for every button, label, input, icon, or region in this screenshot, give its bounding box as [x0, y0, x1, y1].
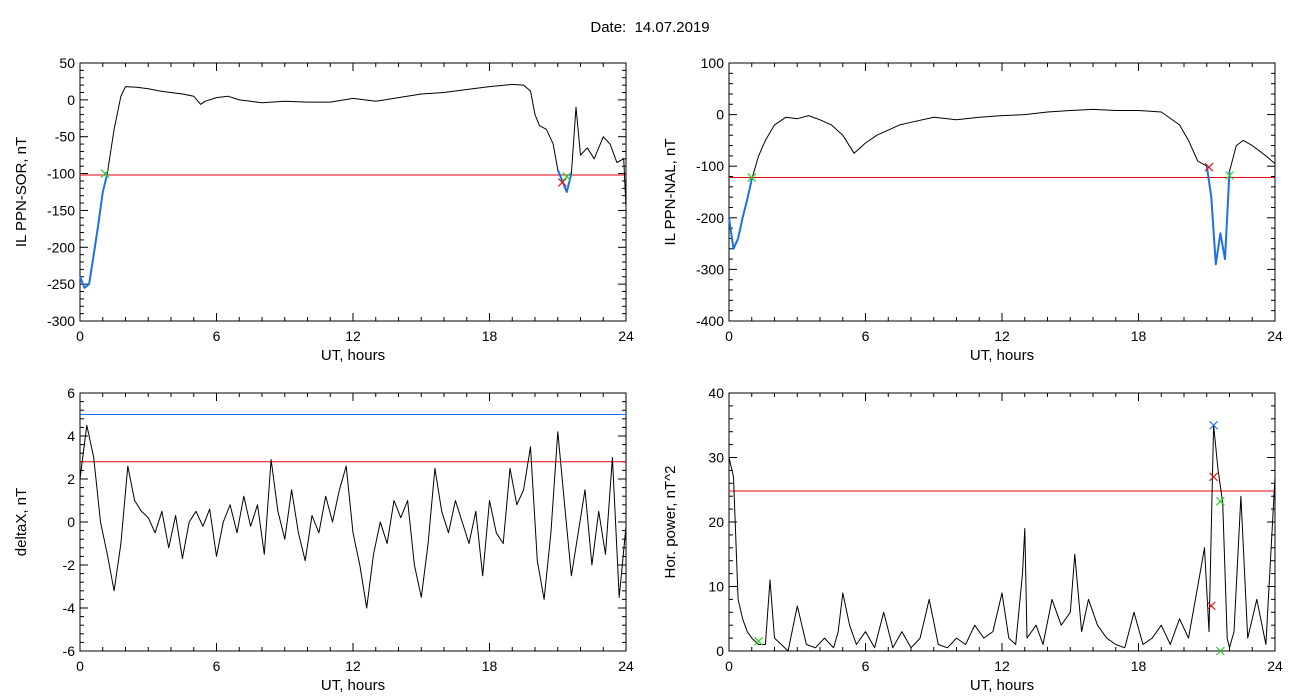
y-axis-title: IL PPN-NAL, nT — [662, 139, 679, 246]
y-axis-title: deltaX, nT — [13, 488, 30, 556]
y-tick-label: -100 — [47, 166, 75, 182]
y-axis-title: IL PPN-SOR, nT — [13, 137, 30, 247]
plot-frame — [79, 392, 627, 652]
x-tick-label: 6 — [862, 328, 870, 344]
x-tick-label: 18 — [1131, 328, 1147, 344]
y-tick-label: 0 — [716, 107, 724, 123]
cross-marker — [1209, 420, 1218, 430]
y-tick-label: 0 — [67, 92, 75, 108]
x-axis-title: UT, hours — [970, 347, 1034, 364]
cross-marker — [1209, 472, 1218, 482]
date-value: 14.07.2019 — [634, 19, 710, 36]
x-tick-label: 24 — [618, 328, 634, 344]
series-line-0 — [79, 83, 627, 289]
chart-nal: 0 6 12 18 24 -400 -300 -200 -100 0 100 UT, hours IL … — [662, 55, 1283, 364]
x-tick-label: 12 — [994, 658, 1010, 674]
x-axis-title: UT, hours — [970, 677, 1034, 694]
cross-stroke-b — [557, 177, 567, 187]
cross-marker — [1215, 646, 1225, 656]
x-tick-label: 24 — [1267, 658, 1283, 674]
chart-sor: 0 6 12 18 24 -300 -250 -200 -150 -100 -50 0 50 UT, ho… — [13, 55, 634, 364]
cross-stroke-b — [100, 169, 110, 178]
cross-marker — [557, 177, 567, 187]
x-tick-label: 6 — [213, 658, 221, 674]
cross-stroke-b — [1209, 472, 1218, 482]
y-tick-label: -150 — [47, 202, 75, 218]
y-tick-label: 30 — [708, 450, 724, 466]
x-tick-label: 18 — [1131, 658, 1147, 674]
cross-stroke-b — [1206, 601, 1216, 611]
x-tick-label: 24 — [618, 658, 634, 674]
x-tick-label: 12 — [994, 328, 1010, 344]
date-title: Date: 14.07.2019 — [0, 19, 1300, 36]
y-tick-label: -50 — [55, 129, 75, 145]
y-tick-label: -100 — [696, 158, 724, 174]
x-tick-label: 18 — [482, 328, 498, 344]
x-tick-label: 0 — [725, 658, 733, 674]
cross-marker — [100, 169, 110, 178]
cross-stroke-b — [562, 172, 572, 181]
series-line-2 — [556, 169, 573, 193]
cross-stroke-b — [754, 636, 763, 646]
y-tick-label: -2 — [63, 557, 76, 573]
series-line-1 — [79, 173, 109, 289]
cross-marker — [562, 172, 572, 181]
x-tick-label: 24 — [1267, 328, 1283, 344]
cross-marker — [747, 173, 757, 182]
y-axis-title: Hor. power, nT^2 — [662, 466, 679, 579]
x-axis-title: UT, hours — [321, 677, 385, 694]
y-tick-label: 20 — [708, 514, 724, 530]
cross-marker — [1215, 496, 1225, 506]
plot-frame — [79, 62, 627, 322]
cross-stroke-b — [1215, 646, 1225, 656]
y-tick-label: -6 — [63, 643, 76, 659]
y-tick-label: -400 — [696, 313, 724, 329]
cross-stroke-b — [1209, 420, 1218, 430]
x-axis-title: UT, hours — [321, 347, 385, 364]
y-tick-label: 50 — [59, 55, 75, 71]
y-tick-label: -250 — [47, 276, 75, 292]
cross-stroke-b — [747, 173, 757, 182]
y-tick-label: 40 — [708, 385, 724, 401]
cross-marker — [1206, 601, 1216, 611]
cross-marker — [1225, 171, 1234, 180]
x-tick-label: 6 — [862, 658, 870, 674]
y-tick-label: -300 — [696, 261, 724, 277]
cross-marker — [1204, 162, 1214, 172]
cross-marker — [754, 636, 763, 646]
cross-stroke-b — [1204, 162, 1214, 172]
y-tick-label: 2 — [67, 471, 75, 487]
chart-power: 0 6 12 18 24 0 10 20 30 40 UT, hours Hor. power, nT… — [662, 385, 1283, 694]
x-tick-label: 0 — [76, 328, 84, 344]
y-tick-label: 0 — [67, 514, 75, 530]
cross-stroke-b — [1225, 171, 1234, 180]
y-tick-label: 0 — [716, 643, 724, 659]
y-tick-label: 4 — [67, 428, 75, 444]
x-tick-label: 18 — [482, 658, 498, 674]
series-line-0 — [728, 424, 1276, 652]
x-tick-label: 0 — [76, 658, 84, 674]
series-line-0 — [79, 424, 627, 609]
y-tick-label: 10 — [708, 579, 724, 595]
y-tick-label: -300 — [47, 313, 75, 329]
x-tick-label: 12 — [345, 328, 361, 344]
x-tick-label: 0 — [725, 328, 733, 344]
x-tick-label: 6 — [213, 328, 221, 344]
series-line-2 — [1205, 166, 1231, 266]
y-tick-label: -4 — [63, 600, 76, 616]
y-tick-label: -200 — [47, 239, 75, 255]
series-line-0 — [728, 108, 1276, 265]
cross-stroke-b — [1215, 496, 1225, 506]
plot-frame — [728, 62, 1276, 322]
y-tick-label: 6 — [67, 385, 75, 401]
date-label: Date: — [590, 19, 627, 36]
x-tick-label: 12 — [345, 658, 361, 674]
y-tick-label: 100 — [701, 55, 725, 71]
y-tick-label: -200 — [696, 210, 724, 226]
series-line-1 — [728, 178, 753, 250]
